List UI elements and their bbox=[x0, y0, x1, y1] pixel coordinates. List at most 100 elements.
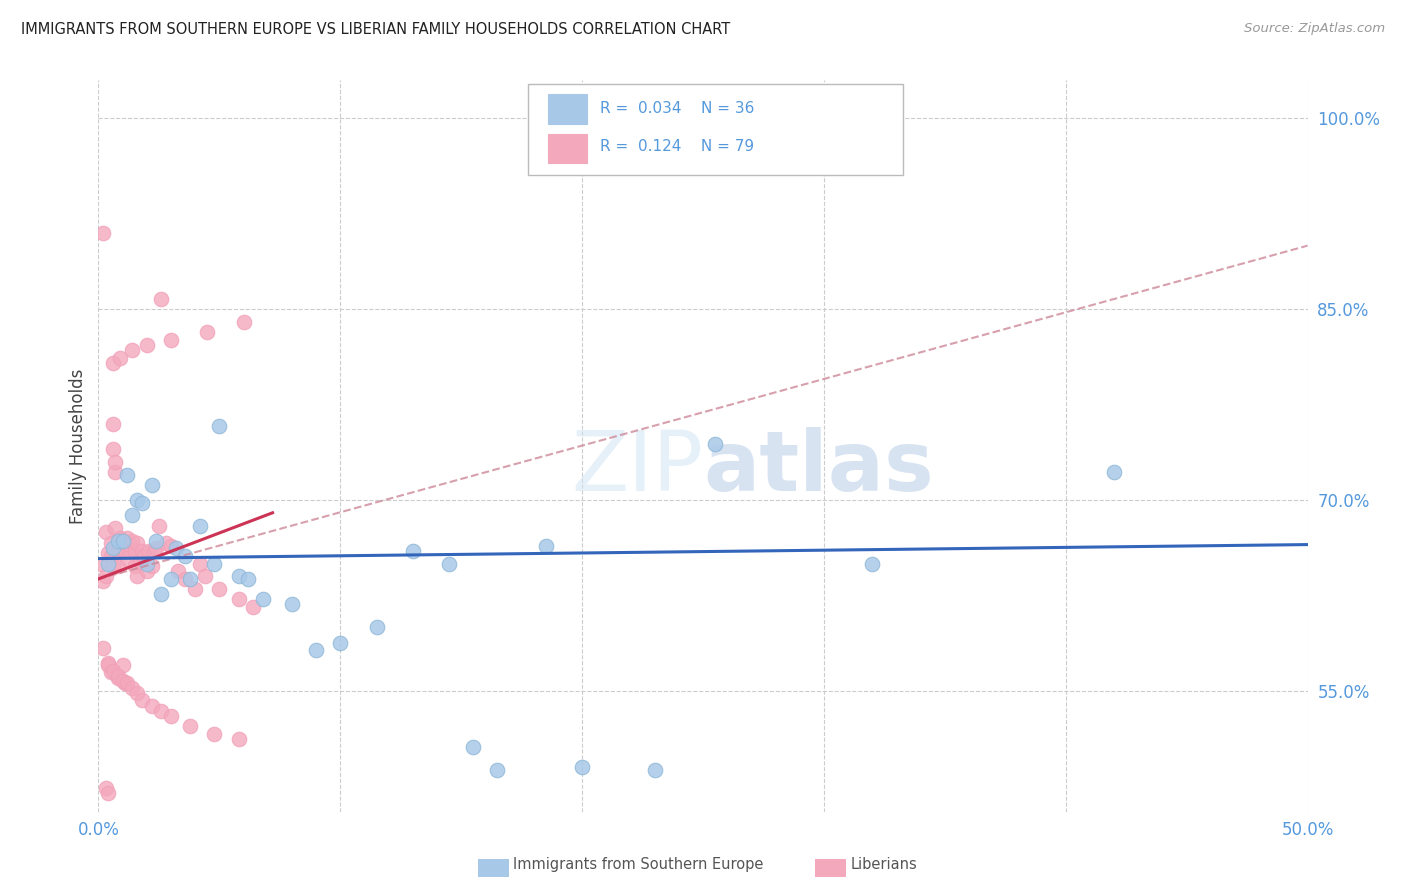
Point bbox=[135, 557, 157, 571]
Point bbox=[281, 598, 304, 612]
Point bbox=[111, 533, 134, 548]
Point bbox=[195, 325, 218, 339]
Point bbox=[101, 664, 124, 678]
Point bbox=[204, 557, 226, 571]
Point bbox=[127, 686, 149, 700]
Point bbox=[150, 704, 173, 718]
Point bbox=[111, 673, 134, 688]
Point bbox=[104, 465, 127, 479]
Point bbox=[114, 544, 136, 558]
Point bbox=[117, 551, 139, 566]
Point bbox=[107, 668, 129, 682]
Point bbox=[174, 549, 197, 563]
Point bbox=[127, 569, 149, 583]
Point bbox=[141, 477, 163, 491]
Point bbox=[97, 547, 120, 561]
Point bbox=[91, 226, 114, 240]
Point bbox=[107, 671, 129, 685]
Point bbox=[124, 559, 146, 574]
Point bbox=[463, 739, 485, 754]
Point bbox=[228, 592, 250, 607]
Point bbox=[228, 732, 250, 747]
Y-axis label: Family Households: Family Households bbox=[69, 368, 87, 524]
Point bbox=[100, 549, 122, 563]
Point bbox=[167, 564, 190, 578]
Text: IMMIGRANTS FROM SOUTHERN EUROPE VS LIBERIAN FAMILY HOUSEHOLDS CORRELATION CHART: IMMIGRANTS FROM SOUTHERN EUROPE VS LIBER… bbox=[21, 22, 730, 37]
Point bbox=[148, 518, 170, 533]
Point bbox=[124, 544, 146, 558]
Point bbox=[100, 665, 122, 679]
Point bbox=[165, 541, 187, 556]
Point bbox=[111, 533, 134, 548]
Point bbox=[90, 557, 112, 571]
Point bbox=[100, 536, 122, 550]
Point bbox=[104, 521, 127, 535]
Point bbox=[160, 709, 183, 723]
Point bbox=[94, 569, 117, 583]
Point bbox=[134, 549, 156, 563]
Point bbox=[128, 554, 150, 568]
Point bbox=[97, 786, 120, 800]
Point bbox=[108, 531, 131, 545]
Point bbox=[704, 437, 727, 451]
Point bbox=[486, 763, 509, 777]
Point bbox=[160, 572, 183, 586]
Point bbox=[437, 557, 460, 571]
Point bbox=[571, 760, 593, 774]
Point bbox=[131, 495, 153, 509]
Point bbox=[107, 544, 129, 558]
Point bbox=[179, 719, 201, 733]
Point bbox=[91, 574, 114, 589]
Point bbox=[141, 559, 163, 574]
Point bbox=[101, 541, 124, 556]
Point bbox=[402, 544, 425, 558]
Point bbox=[204, 727, 226, 741]
Point bbox=[143, 544, 166, 558]
Point bbox=[131, 544, 153, 558]
Text: R =  0.124    N = 79: R = 0.124 N = 79 bbox=[600, 139, 755, 154]
Point bbox=[329, 635, 352, 649]
Point bbox=[145, 541, 167, 556]
Point bbox=[141, 699, 163, 714]
Point bbox=[860, 557, 883, 571]
Text: ZIP: ZIP bbox=[571, 427, 703, 508]
Point bbox=[111, 544, 134, 558]
Text: Immigrants from Southern Europe: Immigrants from Southern Europe bbox=[513, 857, 763, 871]
Point bbox=[108, 351, 131, 365]
Point bbox=[1102, 465, 1125, 479]
Point bbox=[107, 559, 129, 574]
Point bbox=[232, 315, 254, 329]
Point bbox=[644, 763, 666, 777]
Point bbox=[117, 467, 139, 482]
Point bbox=[101, 442, 124, 457]
Point bbox=[94, 524, 117, 539]
Point bbox=[121, 533, 143, 548]
Point bbox=[121, 343, 143, 357]
Text: Liberians: Liberians bbox=[851, 857, 917, 871]
Point bbox=[107, 533, 129, 548]
Point bbox=[101, 356, 124, 370]
Point bbox=[150, 587, 173, 601]
Point bbox=[97, 658, 120, 673]
Point bbox=[118, 544, 141, 558]
Bar bbox=[548, 134, 586, 163]
Point bbox=[179, 572, 201, 586]
Point bbox=[117, 676, 139, 690]
Text: atlas: atlas bbox=[703, 427, 934, 508]
Point bbox=[94, 780, 117, 795]
Point bbox=[127, 493, 149, 508]
Point bbox=[160, 333, 183, 347]
FancyBboxPatch shape bbox=[527, 84, 903, 176]
Point bbox=[121, 508, 143, 523]
Point bbox=[188, 518, 211, 533]
Point bbox=[117, 531, 139, 545]
Point bbox=[184, 582, 207, 596]
Point bbox=[174, 572, 197, 586]
Point bbox=[534, 539, 557, 553]
Point bbox=[111, 658, 134, 673]
Point bbox=[194, 569, 217, 583]
Point bbox=[208, 419, 231, 434]
Point bbox=[108, 544, 131, 558]
Point bbox=[138, 544, 160, 558]
Point bbox=[150, 292, 173, 306]
